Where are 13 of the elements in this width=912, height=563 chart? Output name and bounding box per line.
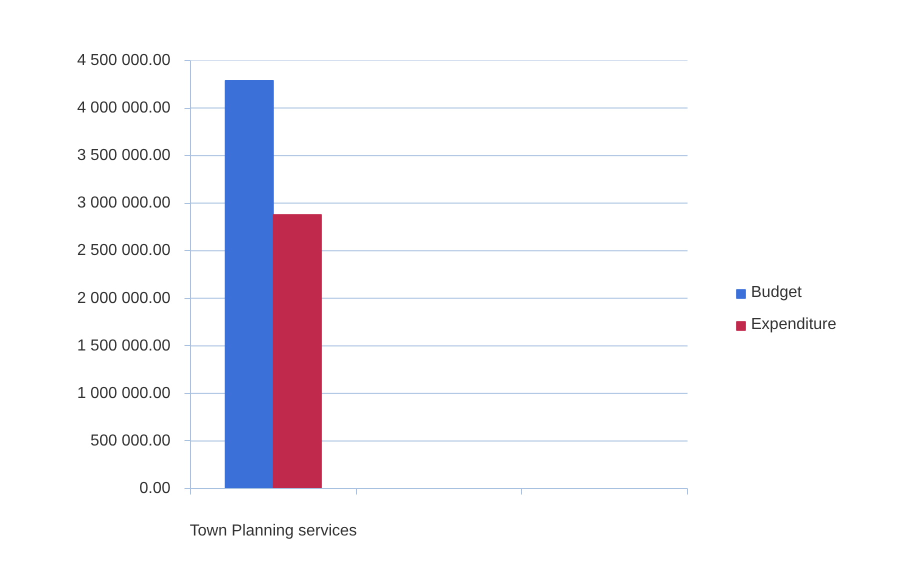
y-tick-label: 1 000 000.00 bbox=[77, 384, 171, 402]
y-tick-label: 4 500 000.00 bbox=[77, 52, 171, 69]
y-tick-label: 2 000 000.00 bbox=[77, 290, 171, 307]
y-tick-label: 2 500 000.00 bbox=[77, 242, 171, 260]
legend-label: Budget bbox=[751, 284, 802, 302]
y-tick-label: 500 000.00 bbox=[90, 432, 171, 450]
y-tick-label: 0.00 bbox=[139, 480, 171, 497]
y-tick-label: 3 500 000.00 bbox=[77, 147, 171, 164]
y-tick-label: 3 000 000.00 bbox=[77, 194, 171, 212]
y-tick-label: 1 500 000.00 bbox=[77, 337, 171, 354]
x-tick-label: Town Planning services bbox=[190, 522, 357, 540]
legend-label: Expenditure bbox=[751, 316, 836, 334]
y-tick-label: 4 000 000.00 bbox=[77, 100, 171, 117]
